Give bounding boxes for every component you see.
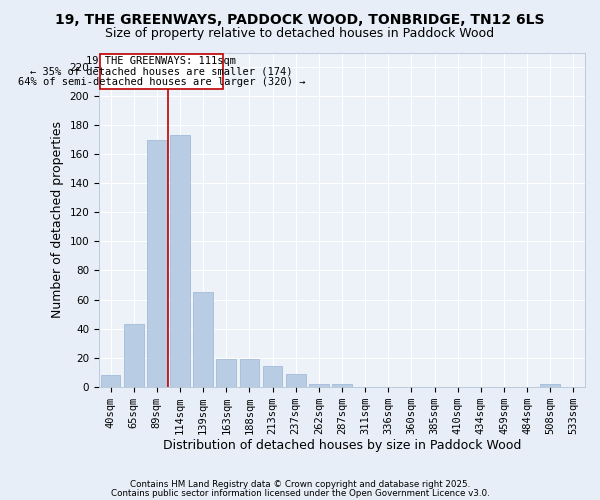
Bar	[541, 384, 560, 386]
Text: Size of property relative to detached houses in Paddock Wood: Size of property relative to detached ho…	[106, 28, 494, 40]
Text: 19 THE GREENWAYS: 111sqm: 19 THE GREENWAYS: 111sqm	[86, 56, 236, 66]
Bar	[332, 384, 352, 386]
Bar	[193, 292, 213, 386]
Text: 19, THE GREENWAYS, PADDOCK WOOD, TONBRIDGE, TN12 6LS: 19, THE GREENWAYS, PADDOCK WOOD, TONBRID…	[55, 12, 545, 26]
Bar	[239, 359, 259, 386]
Bar	[263, 366, 283, 386]
Text: 64% of semi-detached houses are larger (320) →: 64% of semi-detached houses are larger (…	[18, 78, 305, 88]
Y-axis label: Number of detached properties: Number of detached properties	[51, 121, 64, 318]
Bar	[170, 136, 190, 386]
Bar	[286, 374, 305, 386]
Text: ← 35% of detached houses are smaller (174): ← 35% of detached houses are smaller (17…	[30, 67, 293, 77]
X-axis label: Distribution of detached houses by size in Paddock Wood: Distribution of detached houses by size …	[163, 440, 521, 452]
Bar	[217, 359, 236, 386]
Text: Contains HM Land Registry data © Crown copyright and database right 2025.: Contains HM Land Registry data © Crown c…	[130, 480, 470, 489]
Bar	[147, 140, 167, 386]
Bar	[101, 375, 121, 386]
Text: Contains public sector information licensed under the Open Government Licence v3: Contains public sector information licen…	[110, 488, 490, 498]
Bar	[124, 324, 143, 386]
Bar	[309, 384, 329, 386]
FancyBboxPatch shape	[100, 54, 223, 89]
